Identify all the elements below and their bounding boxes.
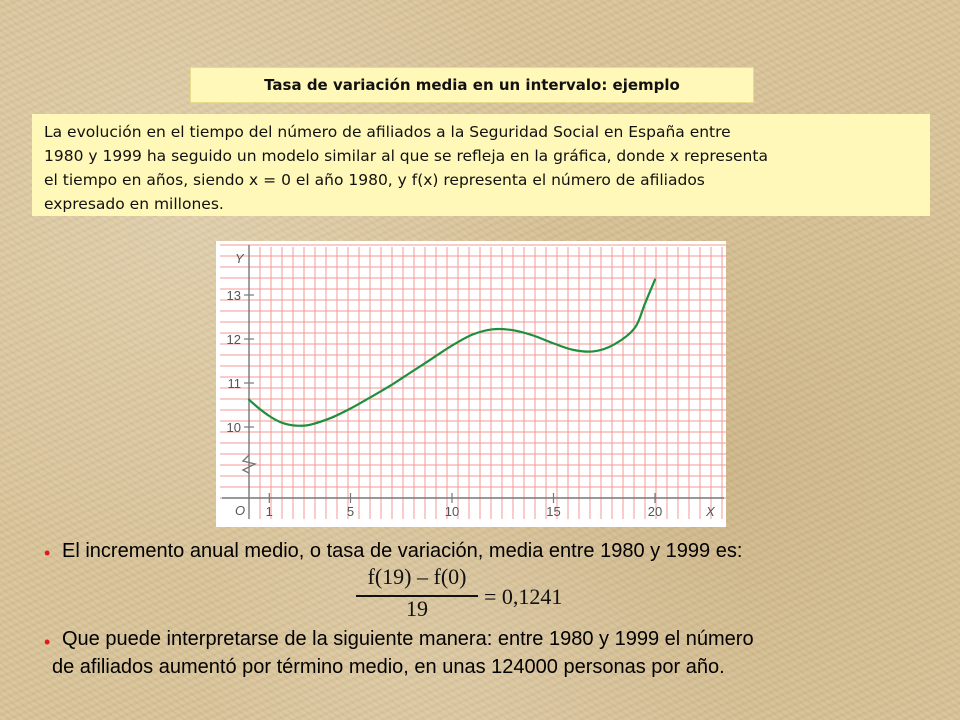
y-tick-label: 13: [227, 288, 241, 303]
origin-label: O: [235, 503, 245, 518]
fraction-bar: [356, 595, 478, 597]
bullet-text-2-line-1: Que puede interpretarse de la siguiente …: [62, 628, 754, 650]
formula-numerator: f(19) – f(0): [367, 564, 467, 589]
description-line-1: La evolución en el tiempo del número de …: [44, 123, 731, 141]
x-tick-label: 10: [445, 504, 459, 519]
x-axis-label: X: [705, 504, 716, 519]
x-tick-label: 20: [648, 504, 662, 519]
y-tick-label: 11: [228, 376, 242, 391]
x-tick-label: 1: [266, 504, 273, 519]
slide-title: Tasa de variación media en un intervalo:…: [190, 67, 754, 103]
chart-panel: 1 5 10 15 20 10 11 12 13 Y X O: [216, 241, 726, 527]
x-tick-label: 5: [347, 504, 354, 519]
bullet-dot-2: •: [44, 632, 51, 652]
slide-title-text: Tasa de variación media en un intervalo:…: [264, 76, 680, 94]
bullet-text-2-line-2: de afiliados aumentó por término medio, …: [52, 656, 725, 678]
formula-result: = 0,1241: [484, 584, 563, 609]
y-axis-label: Y: [235, 251, 245, 266]
series-line: [247, 278, 657, 427]
description-box: La evolución en el tiempo del número de …: [32, 114, 930, 216]
formula-denominator: 19: [406, 596, 428, 621]
description-line-4: expresado en millones.: [44, 195, 224, 213]
bullet-text-1: El incremento anual medio, o tasa de var…: [62, 540, 743, 562]
description-line-2: 1980 y 1999 ha seguido un modelo similar…: [44, 147, 768, 165]
bullet-dot-1: •: [44, 543, 51, 563]
x-tick-label: 15: [546, 504, 560, 519]
y-tick-label: 10: [227, 420, 241, 435]
description-line-3: el tiempo en años, siendo x = 0 el año 1…: [44, 171, 705, 189]
y-tick-label: 12: [227, 332, 241, 347]
y-axis-break-mark: [241, 454, 258, 474]
